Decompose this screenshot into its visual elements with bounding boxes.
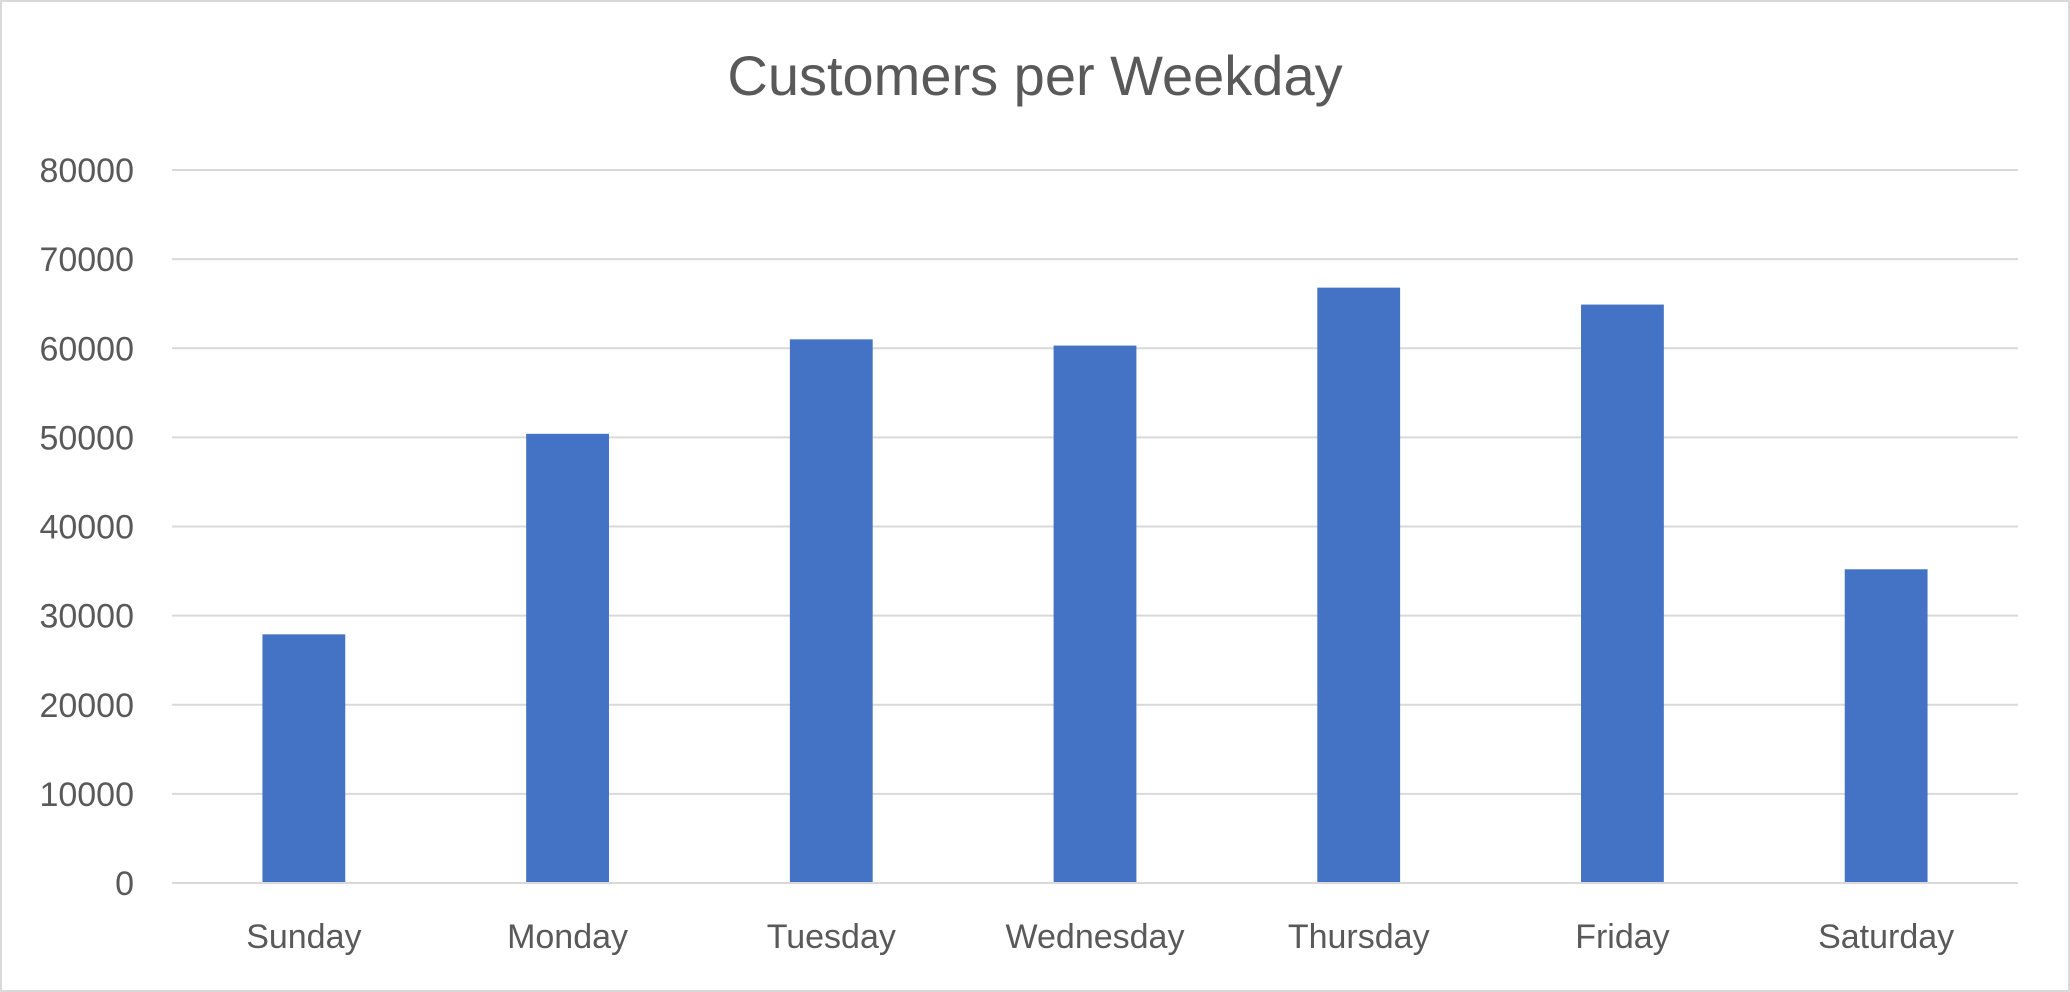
x-tick-label: Friday [1575,918,1669,956]
y-tick-label: 0 [115,865,134,903]
y-tick-label: 60000 [39,330,134,368]
x-tick-label: Saturday [1818,918,1954,956]
bar-friday [1581,304,1664,883]
y-tick-label: 40000 [39,509,134,547]
bar-thursday [1317,287,1401,883]
y-tick-label: 80000 [39,152,134,190]
x-tick-label: Tuesday [767,918,896,956]
x-tick-label: Monday [507,918,628,956]
bar-saturday [1844,569,1928,883]
x-tick-label: Sunday [246,918,361,956]
x-tick-label: Thursday [1288,918,1430,956]
chart-title: Customers per Weekday [727,44,1342,107]
x-axis-tick-labels: Sunday Monday Tuesday Wednesday Thursday Frid… [246,918,1954,956]
bar-series [262,287,1928,883]
bar-sunday [262,634,346,883]
y-tick-label: 20000 [39,687,134,725]
bar-monday [526,433,609,883]
y-tick-label: 70000 [39,241,134,279]
y-tick-label: 30000 [39,598,134,636]
bar-tuesday [789,339,873,883]
bar-wednesday [1053,345,1137,883]
y-tick-label: 50000 [39,419,134,457]
x-tick-label: Wednesday [1006,918,1185,956]
y-axis-tick-labels: 0 10000 20000 30000 40000 50000 60000 70000 8000… [39,152,134,903]
y-tick-label: 10000 [39,776,134,814]
